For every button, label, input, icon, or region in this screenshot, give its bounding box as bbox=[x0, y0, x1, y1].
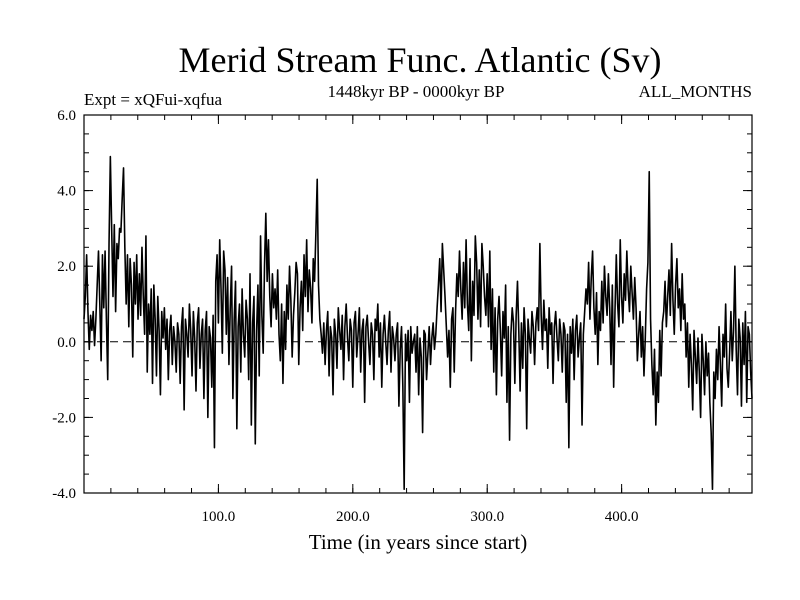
months-label: ALL_MONTHS bbox=[639, 82, 752, 101]
x-tick-label: 100.0 bbox=[202, 509, 236, 525]
x-axis-label: Time (in years since start) bbox=[309, 530, 528, 554]
y-tick-label: -2.0 bbox=[52, 410, 76, 426]
y-tick-label: 2.0 bbox=[57, 259, 76, 275]
y-tick-label: 0.0 bbox=[57, 335, 76, 351]
x-tick-label: 200.0 bbox=[336, 509, 370, 525]
series-line bbox=[83, 155, 753, 491]
time-range-label: 1448kyr BP - 0000kyr BP bbox=[328, 82, 505, 101]
plot-frame bbox=[83, 114, 753, 494]
y-tick-label: -4.0 bbox=[52, 486, 76, 502]
experiment-label: Expt = xQFui-xqfua bbox=[84, 90, 222, 109]
x-tick-label: 300.0 bbox=[470, 509, 504, 525]
y-tick-label: 6.0 bbox=[57, 108, 76, 124]
x-tick-label: 400.0 bbox=[605, 509, 639, 525]
x-axis: 100.0 200.0 300.0 400.0 bbox=[110, 115, 730, 525]
chart-title: Merid Stream Func. Atlantic (Sv) bbox=[179, 40, 662, 80]
y-tick-label: 4.0 bbox=[57, 184, 76, 200]
